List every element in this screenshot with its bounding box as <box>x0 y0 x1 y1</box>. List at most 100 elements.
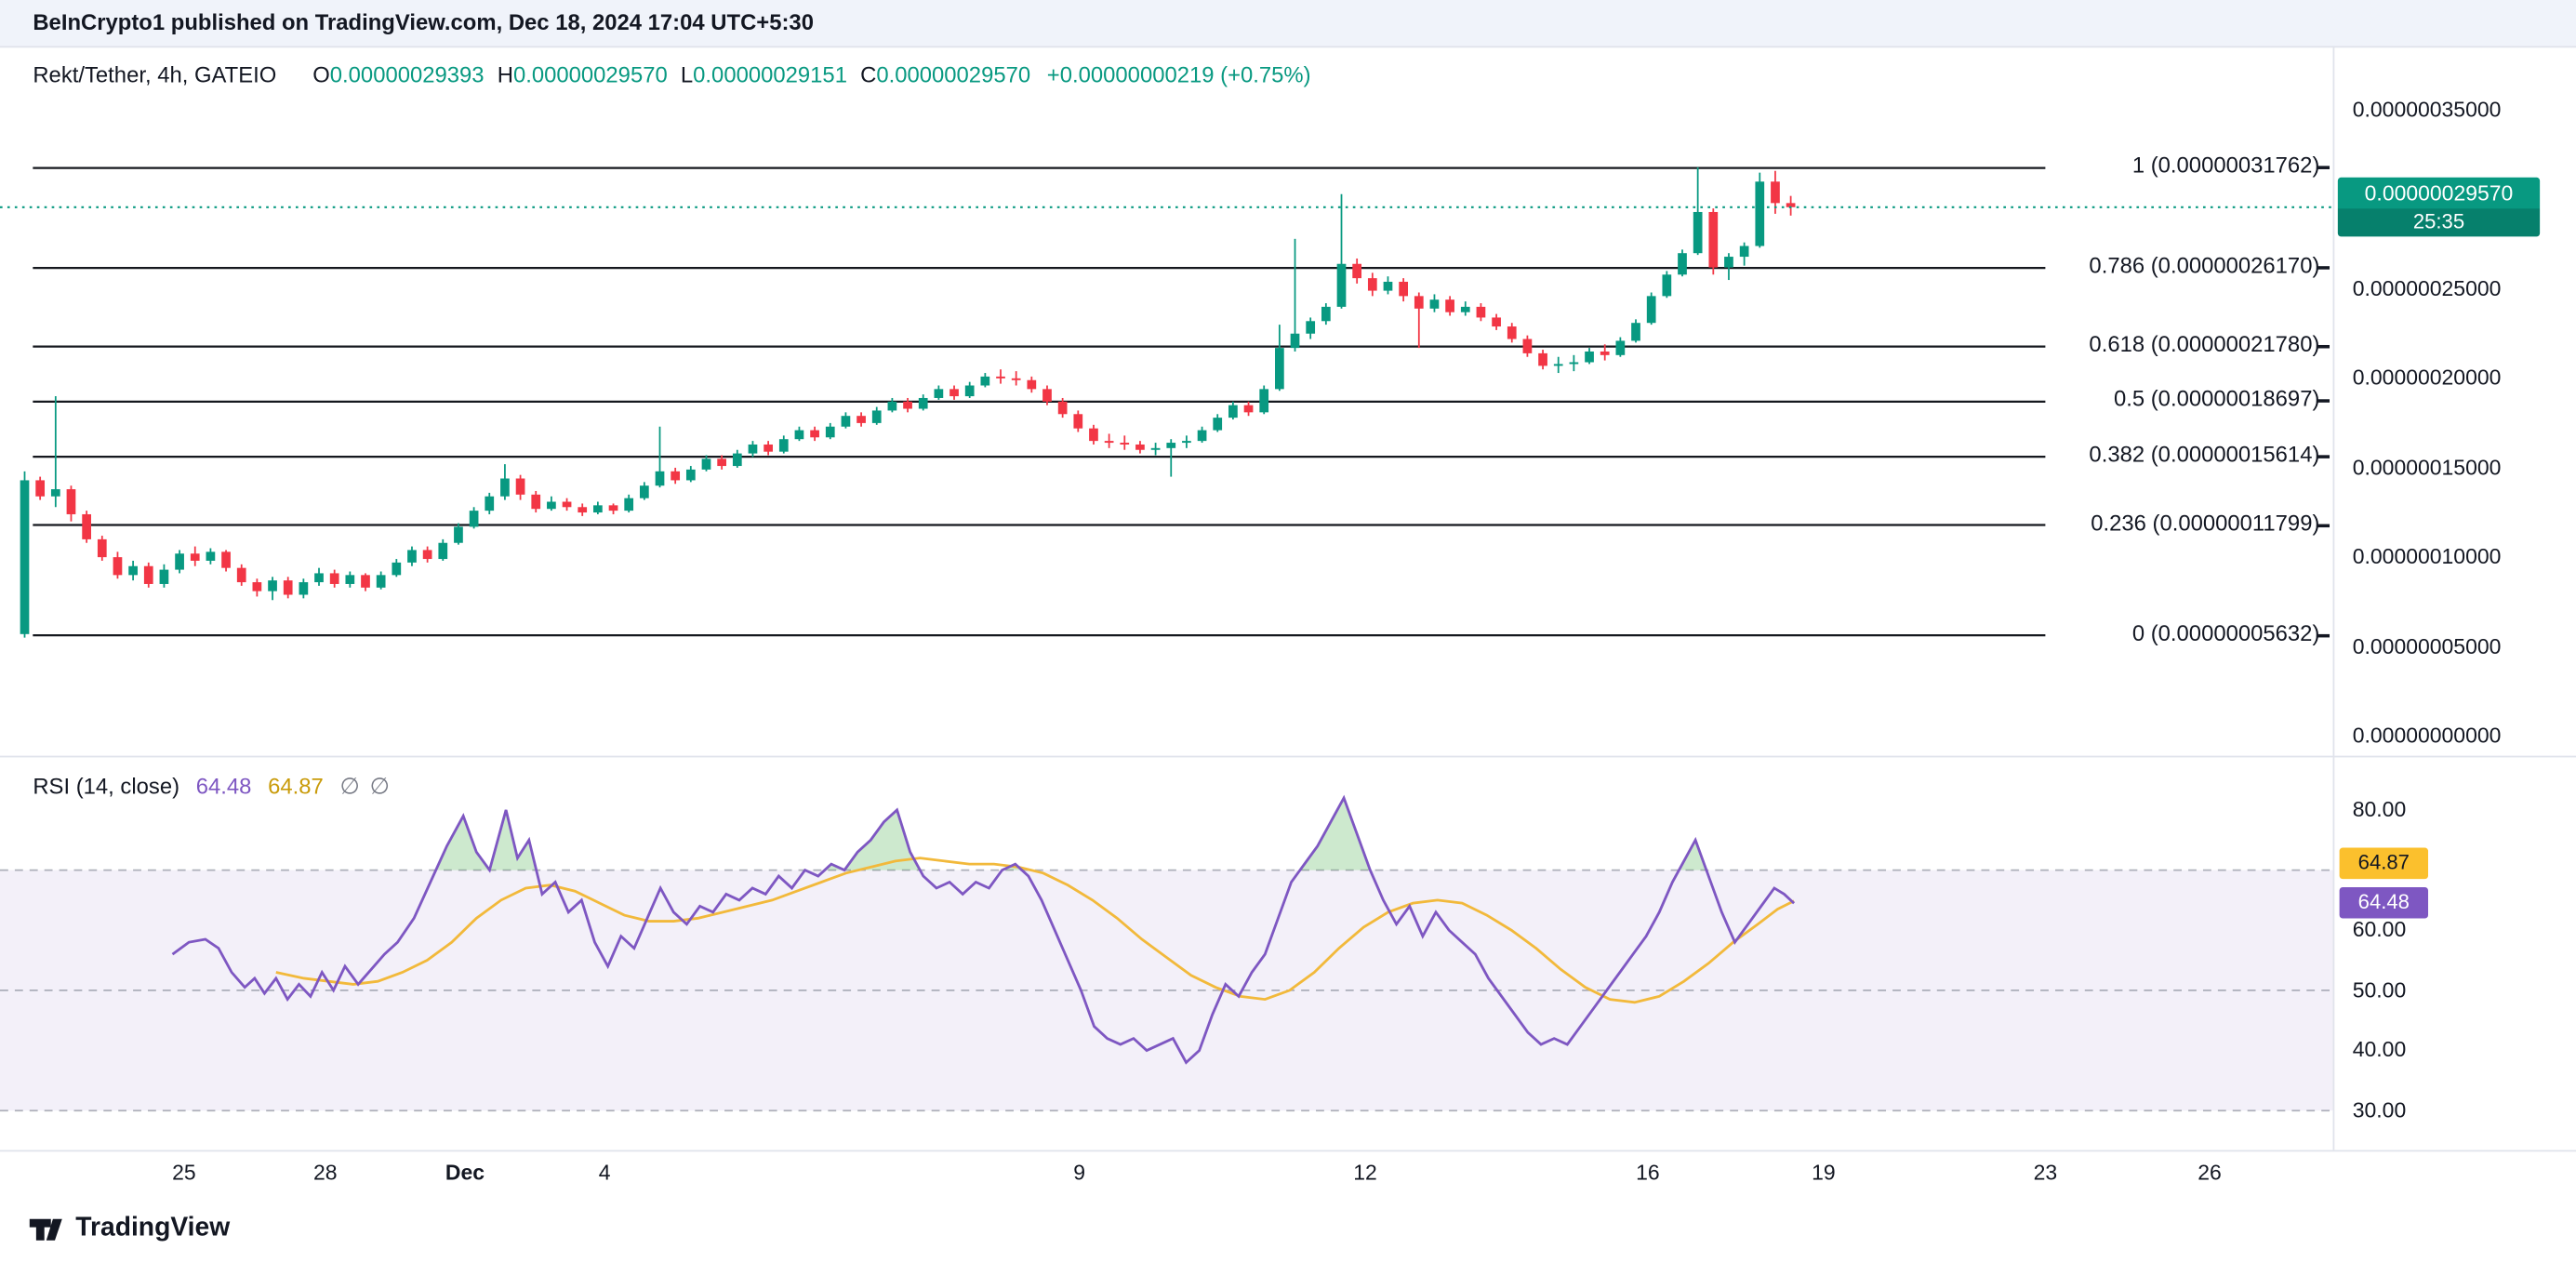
symbol-legend: Rekt/Tether, 4h, GATEIO O0.00000029393 H0.… <box>33 62 1310 95</box>
candle-body <box>1367 278 1377 291</box>
candle-body <box>1290 333 1300 349</box>
candle-body <box>1306 321 1316 334</box>
rsi-axis-label: 40.00 <box>2352 1037 2407 1062</box>
candle-body <box>887 401 897 411</box>
rsi-main-value: 64.48 <box>195 774 252 799</box>
candle-body <box>547 501 556 510</box>
candle-body <box>1786 203 1796 207</box>
candle-body <box>1073 414 1083 429</box>
candle-body <box>624 498 634 511</box>
open-value: 0.00000029393 <box>329 62 485 87</box>
candle-body <box>82 513 91 539</box>
candle-body <box>1476 306 1486 318</box>
low-value: 0.00000029151 <box>693 62 847 87</box>
candle-body <box>500 478 510 497</box>
candle-body <box>1600 351 1610 355</box>
candle-body <box>1631 323 1640 341</box>
candle-body <box>283 580 293 595</box>
candle-body <box>810 430 819 438</box>
rsi-axis-label: 80.00 <box>2352 796 2407 822</box>
fib-label: 0 (0.00000005632) <box>2131 620 2320 645</box>
time-axis-label: 28 <box>313 1160 338 1185</box>
fib-label: 0.618 (0.00000021780) <box>2089 331 2320 357</box>
candle-body <box>1429 299 1440 309</box>
candle-body <box>1057 401 1068 415</box>
rsi-axis-label: 30.00 <box>2352 1097 2407 1123</box>
candle-body <box>1615 340 1626 355</box>
candlestick-chart-pane[interactable] <box>0 46 2333 755</box>
rsi-axis-label: 60.00 <box>2352 917 2407 942</box>
candle-body <box>1042 389 1052 402</box>
rsi-ma-badge: 64.87 <box>2339 847 2429 880</box>
candle-body <box>1228 405 1238 418</box>
fib-tick <box>2316 455 2330 458</box>
candle-body <box>1166 443 1176 448</box>
candle-body <box>143 565 153 584</box>
rsi-ma-value: 64.87 <box>268 774 324 799</box>
candle-body <box>1708 211 1719 268</box>
candle-body <box>485 496 495 511</box>
fib-tick <box>2316 344 2330 349</box>
candle-body <box>469 511 479 527</box>
high-label: H <box>497 62 513 87</box>
price-axis-label: 0.00000025000 <box>2352 275 2502 301</box>
candle-body <box>1507 326 1517 339</box>
fib-label: 0.382 (0.00000015614) <box>2089 442 2320 467</box>
candle-body <box>655 471 665 486</box>
rsi-legend: RSI (14, close) 64.48 64.87 ∅ ∅ <box>33 772 399 804</box>
empty-set-icon[interactable]: ∅ <box>339 772 361 799</box>
tradingview-footer[interactable]: TradingView <box>26 1206 230 1252</box>
price-axis-label: 0.00000005000 <box>2352 633 2502 658</box>
candle-body <box>392 562 402 576</box>
tradingview-logo-icon <box>29 1218 62 1241</box>
candle-body <box>1460 306 1470 312</box>
candle-body <box>996 376 1005 379</box>
candle-body <box>871 410 882 423</box>
candle-body <box>1414 296 1424 309</box>
candle-body <box>562 501 572 508</box>
time-axis-label: 9 <box>1073 1160 1086 1185</box>
empty-set-icon[interactable]: ∅ <box>369 772 391 799</box>
fib-label: 0.786 (0.00000026170) <box>2089 253 2320 278</box>
candle-body <box>964 385 975 397</box>
candle-body <box>1150 447 1161 450</box>
time-axis-divider <box>0 1149 2576 1152</box>
rsi-title: RSI (14, close) <box>33 774 180 799</box>
candle-body <box>20 480 30 634</box>
candle-body <box>236 567 246 583</box>
candle-body <box>764 444 773 452</box>
candle-body <box>1259 389 1269 413</box>
rsi-indicator-pane[interactable] <box>0 756 2333 1150</box>
candle-body <box>1336 263 1347 307</box>
fib-tick <box>2316 166 2330 170</box>
candle-body <box>1135 444 1145 450</box>
price-axis-label: 0.00000015000 <box>2352 454 2502 480</box>
price-axis-label: 0.00000020000 <box>2352 365 2502 391</box>
candle-body <box>1182 441 1191 444</box>
candle-body <box>345 575 355 584</box>
candle-body <box>1120 443 1130 445</box>
attribution-text: BeInCrypto1 published on TradingView.com… <box>33 9 814 35</box>
close-label: C <box>860 62 877 87</box>
candle-body <box>934 389 944 398</box>
candle-body <box>1553 364 1563 366</box>
pane-divider[interactable] <box>0 755 2576 758</box>
candle-body <box>175 553 184 570</box>
candle-body <box>422 550 432 560</box>
price-axis-label: 0.00000000000 <box>2352 723 2502 748</box>
candle-body <box>903 401 912 409</box>
candle-body <box>438 542 448 560</box>
candle-body <box>1522 339 1533 353</box>
rsi-ma-line <box>275 857 1795 1004</box>
candle-body <box>1383 281 1393 291</box>
candle-body <box>1693 211 1703 254</box>
candle-body <box>794 430 804 440</box>
tradingview-wordmark: TradingView <box>75 1214 231 1242</box>
candle-body <box>268 580 277 591</box>
rsi-line <box>171 794 1796 1065</box>
candle-body <box>454 526 463 543</box>
time-axis-label: 19 <box>1812 1160 1836 1185</box>
candle-body <box>190 553 200 561</box>
close-value: 0.00000029570 <box>876 62 1031 87</box>
candle-body <box>1399 281 1408 297</box>
